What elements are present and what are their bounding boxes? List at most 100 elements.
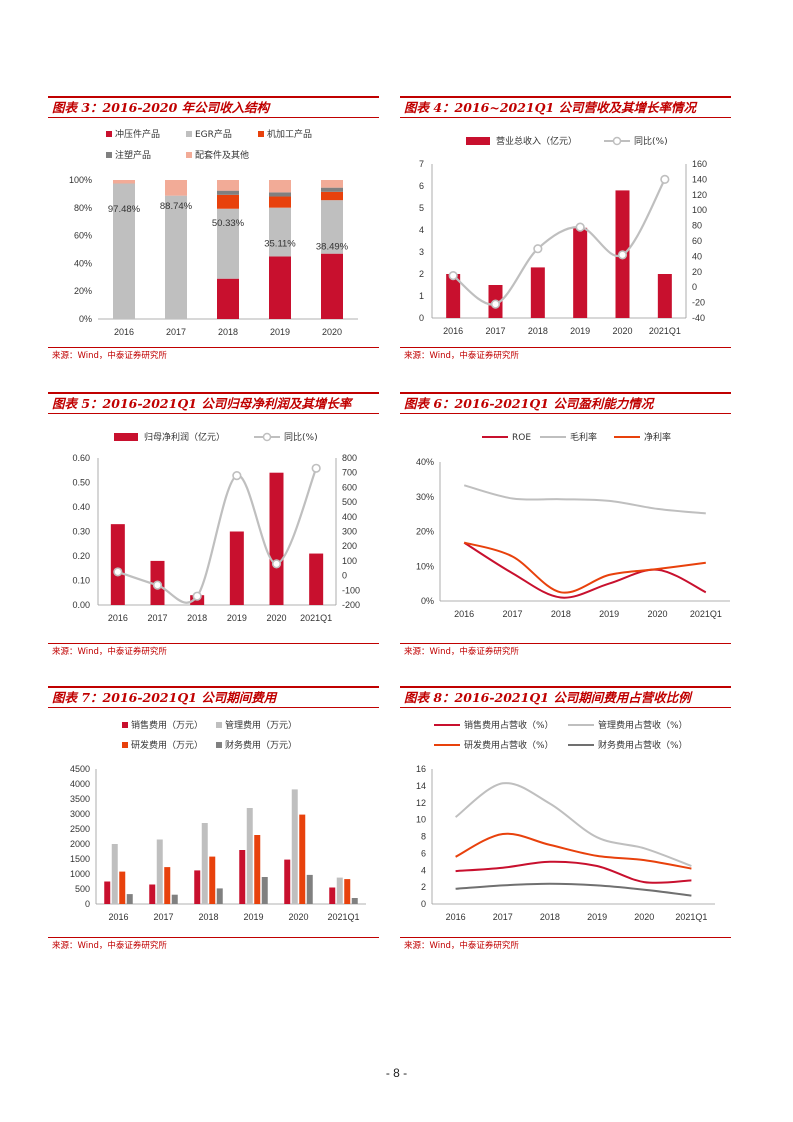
bar bbox=[126, 894, 133, 904]
data-label: 97.48% bbox=[108, 204, 141, 215]
x-tick-label: 2019 bbox=[270, 327, 290, 337]
y-right-tick-label: 80 bbox=[692, 221, 702, 231]
y-tick-label: 14 bbox=[416, 781, 426, 791]
y-right-tick-label: 60 bbox=[692, 236, 702, 246]
bar-segment bbox=[269, 180, 291, 193]
x-tick-label: 2019 bbox=[243, 912, 263, 922]
legend-label: ROE bbox=[512, 433, 531, 443]
line-point bbox=[490, 299, 501, 309]
bar-line-chart: 营业总收入（亿元） 同比(%) 0 1 2 3 4 5 6 7 -40 -20 0 20 40 60 80 100… bbox=[419, 135, 707, 336]
x-tick-label: 2016 bbox=[446, 912, 466, 922]
x-tick-label: 2020 bbox=[647, 609, 667, 619]
chart-title: 图表 7：2016-2021Q1 公司期间费用 bbox=[48, 686, 379, 708]
x-tick-label: 2018 bbox=[198, 912, 218, 922]
x-tick-label: 2018 bbox=[187, 613, 207, 623]
y-right-tick-label: 20 bbox=[692, 267, 702, 277]
y-tick-label: 0 bbox=[421, 899, 426, 909]
y-tick-label: 3500 bbox=[70, 794, 90, 804]
chart-panel-net-profit: 图表 5：2016-2021Q1 公司归母净利润及其增长率 归母净利润（亿元） 同… bbox=[48, 392, 379, 662]
legend-label: 同比(%) bbox=[284, 431, 318, 443]
x-tick-label: 2017 bbox=[147, 613, 167, 623]
y-tick-label: 1500 bbox=[70, 854, 90, 864]
y-right-tick-label: 100 bbox=[342, 556, 357, 566]
legend-swatch bbox=[122, 742, 128, 748]
x-tick-label: 2021Q1 bbox=[675, 912, 707, 922]
bar bbox=[306, 874, 313, 904]
y-right-tick-label: 700 bbox=[342, 468, 357, 478]
bar bbox=[336, 877, 343, 904]
y-right-tick-label: 40 bbox=[692, 251, 702, 261]
bar bbox=[216, 888, 223, 904]
line-point bbox=[192, 591, 202, 601]
bar bbox=[229, 531, 244, 605]
y-right-tick-label: -20 bbox=[692, 298, 705, 308]
bar-segment bbox=[321, 191, 343, 201]
bar-segment bbox=[321, 187, 343, 192]
bar bbox=[291, 789, 298, 904]
bar-segment bbox=[217, 190, 239, 195]
bar bbox=[344, 879, 351, 904]
bar bbox=[119, 871, 126, 904]
x-tick-label: 2021Q1 bbox=[649, 326, 681, 336]
y-right-tick-label: -40 bbox=[692, 313, 705, 323]
bar bbox=[573, 227, 588, 318]
legend-label: 机加工产品 bbox=[267, 128, 312, 140]
bar bbox=[254, 835, 261, 904]
line-point bbox=[448, 271, 458, 281]
x-tick-label: 2017 bbox=[166, 327, 186, 337]
legend-label: 配套件及其他 bbox=[195, 149, 249, 161]
bar bbox=[194, 870, 201, 904]
bar-segment bbox=[165, 195, 187, 319]
bar-segment bbox=[217, 278, 239, 319]
line-point bbox=[152, 580, 163, 590]
series-line bbox=[452, 178, 666, 306]
y-tick-label: 20% bbox=[74, 286, 92, 296]
x-tick-label: 2020 bbox=[612, 326, 632, 336]
y-left-tick-label: 3 bbox=[419, 247, 424, 257]
chart-title: 图表 6：2016-2021Q1 公司盈利能力情况 bbox=[400, 392, 731, 414]
x-tick-label: 2021Q1 bbox=[327, 912, 359, 922]
y-tick-label: 1000 bbox=[70, 869, 90, 879]
legend-label: 同比(%) bbox=[634, 135, 668, 147]
data-label: 88.74% bbox=[160, 201, 193, 212]
bar-line-chart: 归母净利润（亿元） 同比(%) 0.00 0.10 0.20 0.30 0.40 0.50 0.… bbox=[72, 431, 360, 623]
line-point bbox=[660, 174, 670, 185]
y-left-tick-label: 4 bbox=[419, 225, 424, 235]
bar-segment bbox=[269, 196, 291, 208]
series-line bbox=[454, 782, 692, 867]
legend-swatch bbox=[186, 131, 192, 137]
legend-label: 研发费用（万元） bbox=[131, 739, 203, 751]
y-left-tick-label: 0.20 bbox=[72, 551, 90, 561]
y-right-tick-label: 800 bbox=[342, 453, 357, 463]
legend-swatch bbox=[106, 131, 112, 137]
legend-label: 注塑产品 bbox=[115, 149, 151, 161]
y-tick-label: 40% bbox=[74, 258, 92, 268]
legend-label: 财务费用（万元） bbox=[225, 739, 297, 751]
bar bbox=[269, 472, 284, 605]
bar bbox=[446, 274, 461, 318]
x-tick-label: 2016 bbox=[108, 912, 128, 922]
x-tick-label: 2020 bbox=[288, 912, 308, 922]
y-right-tick-label: -200 bbox=[342, 600, 360, 610]
chart-panel-revenue-structure: 图表 3：2016-2020 年公司收入结构 冲压件产品 EGR产品 机加工产品 注塑… bbox=[48, 96, 379, 366]
legend-label: 管理费用占营收（%） bbox=[598, 719, 688, 731]
y-tick-label: 40% bbox=[416, 457, 434, 467]
y-left-tick-label: 0.10 bbox=[72, 576, 90, 586]
x-tick-label: 2019 bbox=[570, 326, 590, 336]
bar-segment bbox=[321, 180, 343, 188]
y-left-tick-label: 0.40 bbox=[72, 502, 90, 512]
line-point bbox=[311, 463, 321, 473]
x-tick-label: 2017 bbox=[485, 326, 505, 336]
y-left-tick-label: 0.50 bbox=[72, 478, 90, 488]
line-chart: ROE 毛利率 净利率 0% 10% 20% 30% 40% 2016 2017 2018 2019 2… bbox=[416, 431, 730, 619]
series-line bbox=[455, 882, 692, 897]
chart-panel-period-expenses: 图表 7：2016-2021Q1 公司期间费用 销售费用（万元） 管理费用（万元）… bbox=[48, 686, 379, 956]
legend-label: 归母净利润（亿元） bbox=[144, 431, 225, 443]
bar-segment bbox=[217, 208, 239, 279]
x-tick-label: 2016 bbox=[108, 613, 128, 623]
legend-label: 销售费用占营收（%） bbox=[464, 719, 554, 731]
legend-swatch bbox=[216, 722, 222, 728]
x-tick-label: 2017 bbox=[493, 912, 513, 922]
bar-segment bbox=[269, 256, 291, 319]
